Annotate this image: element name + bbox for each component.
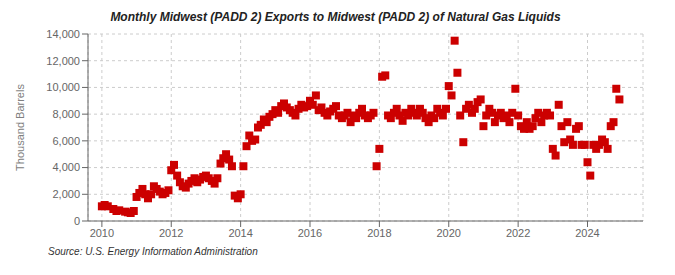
svg-text:12,000: 12,000 bbox=[46, 55, 80, 67]
svg-text:2010: 2010 bbox=[90, 227, 114, 239]
svg-text:2014: 2014 bbox=[228, 227, 252, 239]
svg-text:2024: 2024 bbox=[575, 227, 599, 239]
svg-text:4,000: 4,000 bbox=[52, 161, 80, 173]
svg-text:6,000: 6,000 bbox=[52, 135, 80, 147]
svg-text:2020: 2020 bbox=[437, 227, 461, 239]
svg-text:2,000: 2,000 bbox=[52, 188, 80, 200]
svg-text:2016: 2016 bbox=[298, 227, 322, 239]
html-text:Source: U.S. Energy Informatio: Source: U.S. Energy Information Administ… bbox=[48, 246, 258, 257]
svg-text:14,000: 14,000 bbox=[46, 28, 80, 40]
svg-text:0: 0 bbox=[74, 215, 80, 227]
svg-text:8,000: 8,000 bbox=[52, 108, 80, 120]
svg-text:10,000: 10,000 bbox=[46, 81, 80, 93]
svg-text:2018: 2018 bbox=[367, 227, 391, 239]
svg-text:2012: 2012 bbox=[159, 227, 183, 239]
svg-text:Thousand Barrels: Thousand Barrels bbox=[14, 84, 26, 171]
svg-text:2022: 2022 bbox=[506, 227, 530, 239]
html-text:Monthly Midwest (PADD 2) Expor: Monthly Midwest (PADD 2) Exports to Midw… bbox=[110, 10, 561, 24]
